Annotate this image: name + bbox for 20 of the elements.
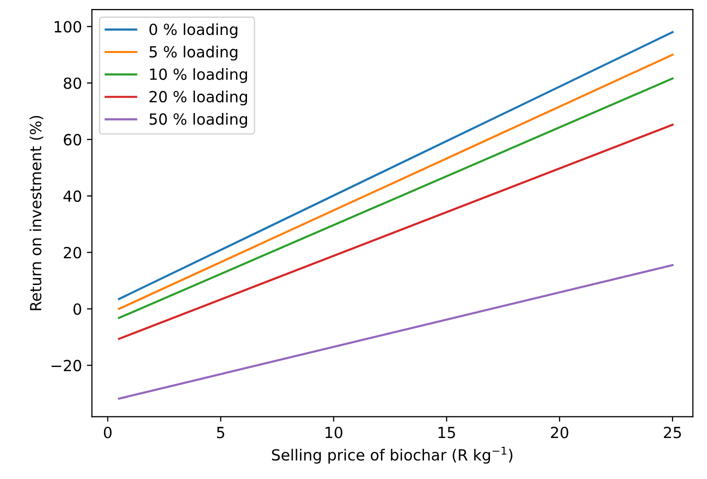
x-tick-label: 25 (664, 426, 681, 438)
y-tick-label: 0 (73, 303, 82, 315)
legend-label: 10 % loading (150, 68, 247, 83)
x-tick-label: 15 (438, 426, 455, 438)
legend-label: 5 % loading (150, 46, 238, 61)
legend-label: 50 % loading (150, 113, 247, 128)
y-tick-label: 100 (54, 20, 82, 33)
y-tick-label: 60 (64, 134, 82, 146)
legend-label: 0 % loading (149, 23, 238, 38)
x-axis-title: Selling price of biochar (R kg$^{−1}$) (272, 446, 512, 464)
x-tick-label: 10 (326, 426, 342, 438)
legend-label: 20 % loading (150, 90, 247, 106)
y-tick-label: 20 (64, 246, 82, 258)
x-tick-label: 5 (217, 426, 224, 438)
x-tick-label: 20 (550, 426, 568, 438)
x-tick-label: 0 (104, 426, 112, 438)
y-tick-label: 80 (64, 77, 82, 90)
y-tick-label: −20 (52, 360, 82, 372)
y-tick-label: 40 (63, 190, 82, 202)
y-axis-title: Return on investment (%) (30, 116, 44, 310)
